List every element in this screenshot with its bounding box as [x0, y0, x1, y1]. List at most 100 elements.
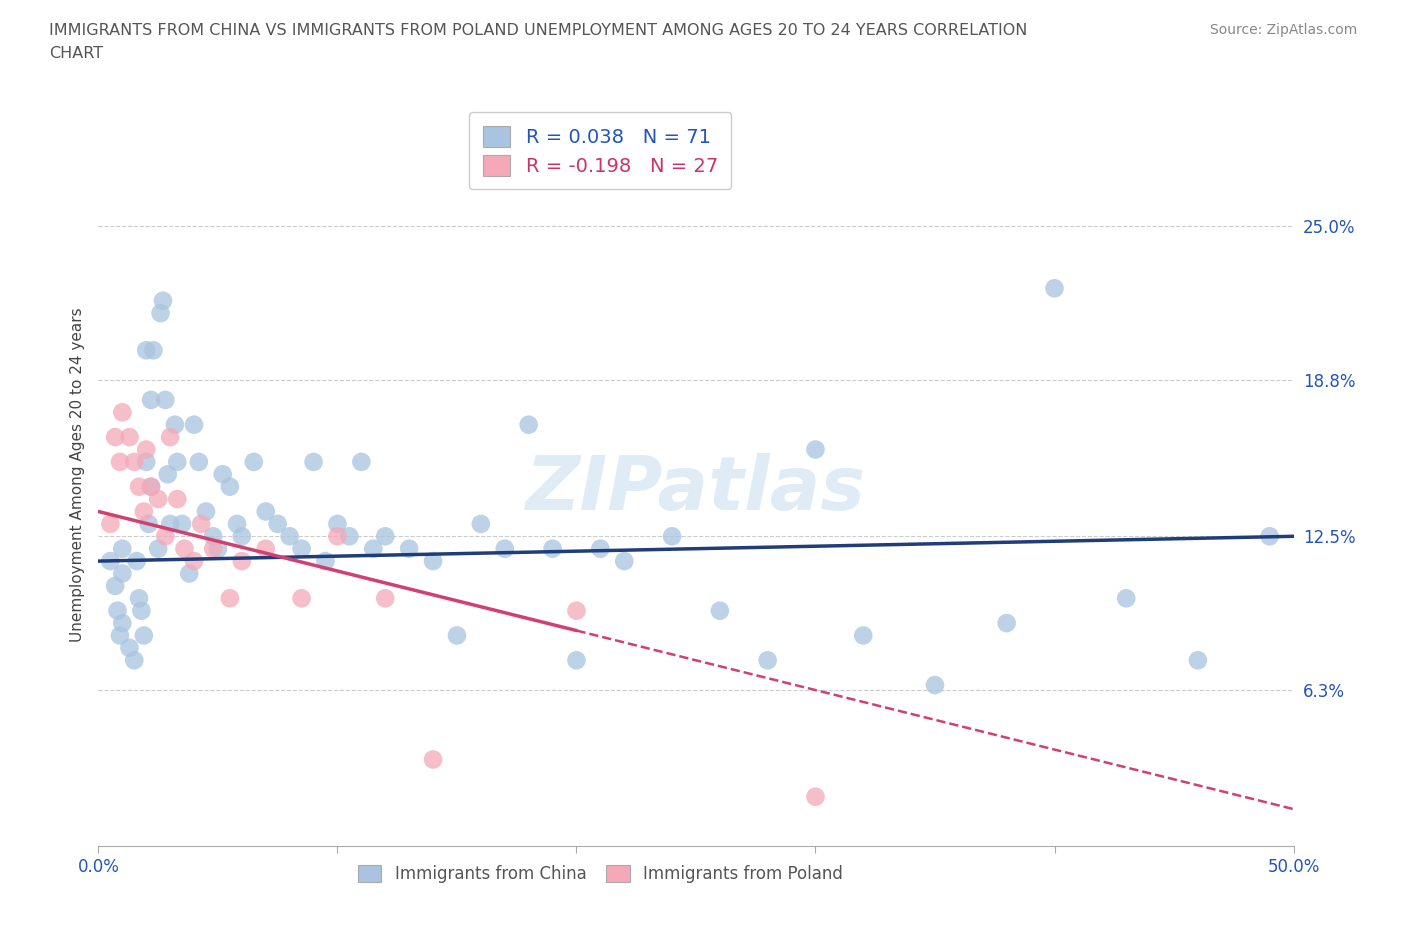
Point	[155, 529, 177, 544]
Point	[278, 529, 301, 544]
Point	[422, 752, 444, 767]
Point	[195, 504, 218, 519]
Point	[363, 541, 385, 556]
Point	[541, 541, 564, 556]
Point	[139, 479, 162, 494]
Point	[1258, 529, 1281, 544]
Point	[374, 591, 396, 605]
Point	[494, 541, 516, 556]
Point	[132, 628, 155, 643]
Point	[1187, 653, 1209, 668]
Point	[98, 516, 122, 531]
Point	[172, 516, 194, 531]
Point	[152, 293, 174, 308]
Point	[254, 541, 277, 556]
Text: Source: ZipAtlas.com: Source: ZipAtlas.com	[1209, 23, 1357, 37]
Point	[166, 455, 188, 470]
Point	[183, 418, 205, 432]
Point	[254, 504, 277, 519]
Point	[111, 616, 134, 631]
Point	[231, 529, 253, 544]
Point	[374, 529, 396, 544]
Point	[139, 392, 162, 407]
Point	[995, 616, 1018, 631]
Text: IMMIGRANTS FROM CHINA VS IMMIGRANTS FROM POLAND UNEMPLOYMENT AMONG AGES 20 TO 24: IMMIGRANTS FROM CHINA VS IMMIGRANTS FROM…	[49, 23, 1028, 38]
Point	[291, 541, 314, 556]
Point	[159, 430, 181, 445]
Point	[138, 516, 160, 531]
Point	[155, 392, 177, 407]
Point	[211, 467, 233, 482]
Point	[804, 442, 827, 457]
Point	[565, 604, 588, 618]
Point	[219, 591, 242, 605]
Point	[756, 653, 779, 668]
Point	[108, 455, 131, 470]
Point	[118, 430, 141, 445]
Point	[128, 591, 150, 605]
Point	[179, 566, 201, 581]
Point	[135, 442, 157, 457]
Point	[111, 541, 134, 556]
Point	[139, 479, 162, 494]
Point	[804, 790, 827, 804]
Text: CHART: CHART	[49, 46, 103, 61]
Point	[159, 516, 181, 531]
Point	[135, 455, 157, 470]
Point	[709, 604, 731, 618]
Text: ZIPatlas: ZIPatlas	[526, 453, 866, 525]
Point	[589, 541, 612, 556]
Point	[124, 455, 146, 470]
Point	[339, 529, 361, 544]
Point	[128, 479, 150, 494]
Point	[470, 516, 492, 531]
Point	[187, 455, 209, 470]
Point	[852, 628, 875, 643]
Point	[148, 541, 170, 556]
Point	[924, 678, 946, 693]
Point	[350, 455, 373, 470]
Point	[98, 553, 122, 568]
Point	[131, 604, 153, 618]
Point	[202, 541, 225, 556]
Point	[517, 418, 540, 432]
Point	[156, 467, 179, 482]
Point	[446, 628, 468, 643]
Point	[398, 541, 420, 556]
Point	[142, 343, 165, 358]
Point	[125, 553, 148, 568]
Point	[124, 653, 146, 668]
Point	[226, 516, 249, 531]
Point	[104, 578, 127, 593]
Point	[148, 492, 170, 507]
Point	[108, 628, 131, 643]
Point	[219, 479, 242, 494]
Point	[326, 529, 349, 544]
Point	[565, 653, 588, 668]
Point	[661, 529, 683, 544]
Point	[202, 529, 225, 544]
Point	[231, 553, 253, 568]
Y-axis label: Unemployment Among Ages 20 to 24 years: Unemployment Among Ages 20 to 24 years	[69, 307, 84, 642]
Point	[173, 541, 195, 556]
Point	[111, 405, 134, 419]
Point	[1043, 281, 1066, 296]
Point	[326, 516, 349, 531]
Point	[613, 553, 636, 568]
Point	[104, 430, 127, 445]
Point	[135, 343, 157, 358]
Point	[149, 306, 172, 321]
Point	[107, 604, 129, 618]
Point	[291, 591, 314, 605]
Point	[243, 455, 266, 470]
Legend: Immigrants from China, Immigrants from Poland: Immigrants from China, Immigrants from P…	[352, 858, 849, 890]
Point	[163, 418, 186, 432]
Point	[422, 553, 444, 568]
Point	[190, 516, 212, 531]
Point	[183, 553, 205, 568]
Point	[302, 455, 325, 470]
Point	[166, 492, 188, 507]
Point	[267, 516, 290, 531]
Point	[315, 553, 337, 568]
Point	[118, 641, 141, 656]
